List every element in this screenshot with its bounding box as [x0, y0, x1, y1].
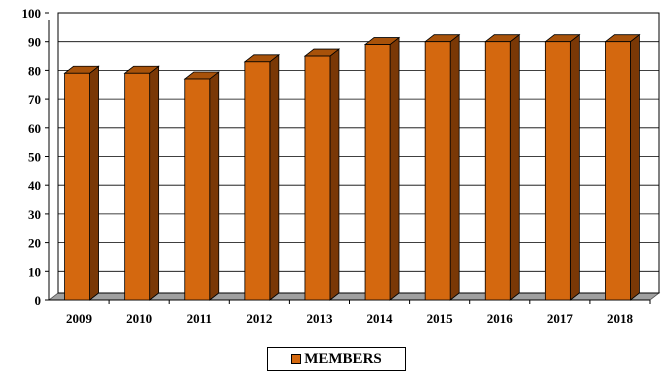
- bar-side-face: [269, 53, 280, 301]
- bar-2013: [303, 48, 341, 301]
- bar-front-face: [484, 41, 511, 301]
- bar-2014: [363, 36, 401, 301]
- bar-side-face: [389, 36, 400, 301]
- y-axis-tick-labels: 0 10 20 30 40 50 60 70 80 90 100: [22, 6, 49, 308]
- y-tick-label: 70: [28, 92, 41, 107]
- bar-2010: [123, 65, 160, 301]
- bar-2018: [604, 33, 641, 301]
- bar-side-face: [89, 65, 99, 301]
- x-tick-label: 2018: [607, 311, 634, 326]
- bar-2017: [544, 33, 581, 301]
- bar-2009: [63, 65, 100, 301]
- y-tick-label: 30: [28, 207, 41, 222]
- y-tick-label: 100: [22, 6, 42, 21]
- bar-front-face: [364, 44, 391, 301]
- bar-side-face: [569, 33, 580, 301]
- x-tick-label: 2016: [487, 311, 514, 326]
- bar-front-face: [64, 72, 90, 301]
- bar-side-face: [149, 65, 160, 301]
- x-axis-tick-labels: 2009 2010 2011 2012 2013 2014 2015 2016 2017 2018: [66, 300, 651, 326]
- bar-front-face: [244, 61, 271, 301]
- bar-front-face: [304, 55, 331, 301]
- bar-front-face: [184, 78, 211, 301]
- y-tick-label: 50: [28, 150, 41, 165]
- y-tick-label: 40: [28, 178, 41, 193]
- bar-2015: [423, 33, 461, 301]
- x-tick-label: 2017: [547, 311, 574, 326]
- bar-side-face: [630, 33, 640, 301]
- legend-label: MEMBERS: [304, 350, 382, 367]
- x-tick-label: 2015: [427, 311, 454, 326]
- bar-side-face: [449, 33, 460, 301]
- bar-2016: [484, 33, 521, 301]
- bar-2012: [243, 53, 281, 301]
- y-tick-label: 0: [35, 293, 42, 308]
- y-tick-label: 90: [28, 35, 41, 50]
- x-tick-label: 2011: [187, 311, 212, 326]
- y-tick-label: 80: [28, 63, 41, 78]
- x-tick-label: 2009: [66, 311, 93, 326]
- y-tick-label: 20: [28, 236, 41, 251]
- bar-2011: [183, 71, 220, 301]
- bar-side-face: [209, 71, 220, 301]
- bar-front-face: [544, 41, 571, 301]
- bar-front-face: [605, 41, 631, 301]
- legend-swatch: [291, 354, 302, 364]
- x-tick-label: 2010: [126, 311, 152, 326]
- y-tick-label: 10: [28, 264, 41, 279]
- bar-front-face: [124, 72, 151, 301]
- x-tick-label: 2014: [367, 311, 394, 326]
- bar-side-face: [329, 48, 340, 301]
- x-tick-label: 2012: [246, 311, 272, 326]
- y-tick-label: 60: [28, 121, 41, 136]
- legend: MEMBERS: [267, 347, 406, 371]
- bars: [63, 33, 641, 301]
- bar-front-face: [424, 41, 451, 301]
- x-tick-label: 2013: [306, 311, 333, 326]
- bar-side-face: [509, 33, 520, 301]
